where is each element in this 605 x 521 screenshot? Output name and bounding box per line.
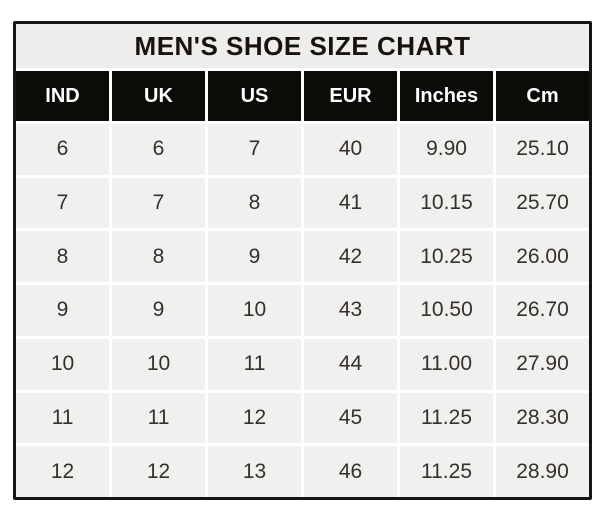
chart-title: MEN'S SHOE SIZE CHART	[16, 24, 589, 68]
table-cell: 27.90	[496, 338, 589, 390]
table-cell: 8	[208, 177, 301, 229]
table-cell: 8	[16, 231, 109, 283]
table-cell: 11	[208, 338, 301, 390]
table-cell: 7	[112, 177, 205, 229]
table-cell: 10.15	[400, 177, 493, 229]
table-cell: 9	[208, 231, 301, 283]
column-header-inches: Inches	[400, 71, 493, 121]
table-cell: 9	[112, 285, 205, 336]
table-cell: 11.25	[400, 446, 493, 497]
table-cell: 10.25	[400, 231, 493, 283]
column-header-eur: EUR	[304, 71, 397, 121]
table-cell: 11	[16, 392, 109, 444]
table-cell: 44	[304, 338, 397, 390]
table-cell: 6	[16, 124, 109, 175]
table-cell: 28.90	[496, 446, 589, 497]
table-cell: 10.50	[400, 285, 493, 336]
table-cell: 12	[112, 446, 205, 497]
column-header-cm: Cm	[496, 71, 589, 121]
size-chart-table: MEN'S SHOE SIZE CHART IND UK US EUR Inches Cm…	[13, 21, 592, 500]
table-cell: 12	[208, 392, 301, 444]
table-cell: 11.00	[400, 338, 493, 390]
column-header-uk: UK	[112, 71, 205, 121]
table-cell: 28.30	[496, 392, 589, 444]
table-cell: 10	[208, 285, 301, 336]
table-cell: 26.70	[496, 285, 589, 336]
table-cell: 10	[16, 338, 109, 390]
column-header-ind: IND	[16, 71, 109, 121]
table-cell: 45	[304, 392, 397, 444]
table-cell: 8	[112, 231, 205, 283]
table-cell: 46	[304, 446, 397, 497]
table-cell: 11.25	[400, 392, 493, 444]
table-cell: 9.90	[400, 124, 493, 175]
column-header-us: US	[208, 71, 301, 121]
table-cell: 7	[208, 124, 301, 175]
table-cell: 25.10	[496, 124, 589, 175]
table-cell: 10	[112, 338, 205, 390]
table-cell: 43	[304, 285, 397, 336]
table-cell: 26.00	[496, 231, 589, 283]
table-cell: 11	[112, 392, 205, 444]
table-cell: 12	[16, 446, 109, 497]
table-cell: 13	[208, 446, 301, 497]
table-cell: 6	[112, 124, 205, 175]
table-cell: 40	[304, 124, 397, 175]
table-cell: 25.70	[496, 177, 589, 229]
table-cell: 7	[16, 177, 109, 229]
table-cell: 9	[16, 285, 109, 336]
table-cell: 41	[304, 177, 397, 229]
table-cell: 42	[304, 231, 397, 283]
